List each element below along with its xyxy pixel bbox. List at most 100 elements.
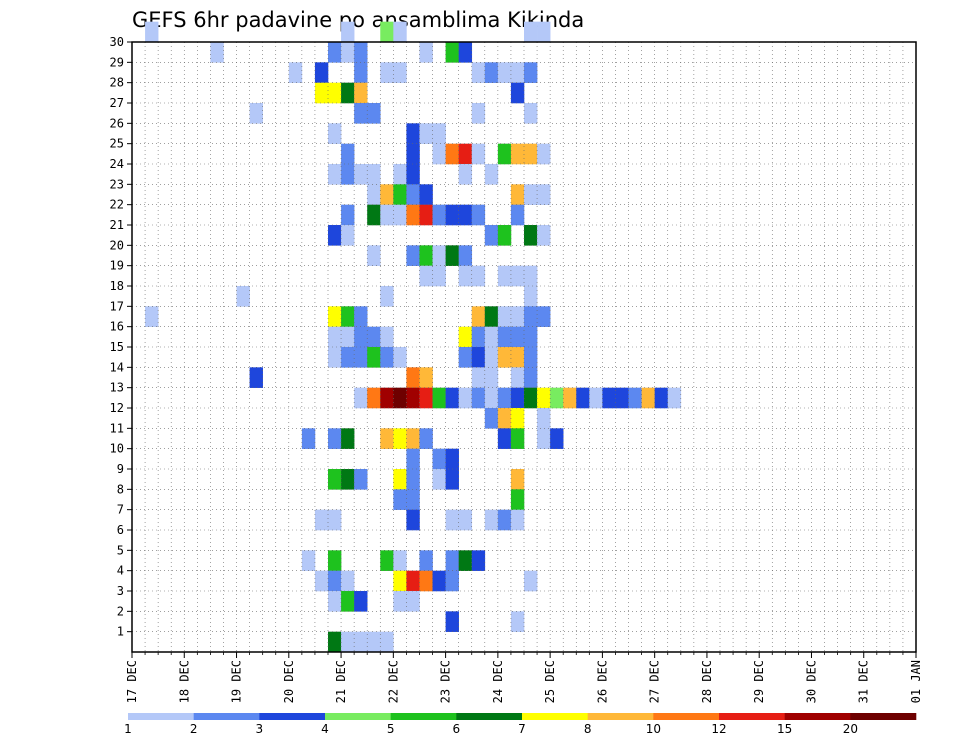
- precip-cell: [471, 204, 486, 226]
- colorbar-swatch: [784, 713, 851, 720]
- precip-cell: [510, 408, 525, 429]
- precip-cell: [393, 204, 407, 226]
- precip-cell: [341, 42, 355, 63]
- precip-cell: [406, 448, 420, 470]
- grid-lines: [131, 41, 917, 652]
- precip-cell: [497, 143, 512, 165]
- y-tick-label: 17: [110, 299, 124, 313]
- precip-cell: [380, 347, 394, 368]
- y-tick-label: 22: [110, 198, 124, 212]
- colorbar-label: 4: [321, 722, 329, 736]
- precip-cell: [341, 428, 355, 449]
- precip-cell: [393, 21, 407, 43]
- precip-cell: [524, 21, 538, 43]
- y-tick-label: 5: [117, 543, 124, 557]
- precip-cell: [445, 448, 459, 470]
- precip-cell: [328, 306, 342, 327]
- precip-cell: [484, 164, 499, 185]
- precip-cell: [406, 123, 420, 144]
- precip-cell: [484, 408, 499, 429]
- precip-cell: [550, 387, 564, 409]
- precip-cell: [367, 347, 381, 368]
- precip-cell: [524, 570, 538, 592]
- precip-cell: [354, 469, 368, 490]
- precip-cell: [341, 225, 355, 246]
- precip-cell: [550, 428, 564, 449]
- precip-cell: [328, 225, 342, 246]
- y-tick-label: 29: [110, 55, 124, 69]
- precip-cell: [432, 265, 446, 287]
- chart-title: GEFS 6hr padavine po ansamblima Kikinda: [132, 8, 584, 32]
- x-axis-ticks: 17 DEC 18 DEC 19 DEC 20 DEC 21 DEC 22 DEC 23 D…: [125, 652, 923, 703]
- precip-cell: [393, 469, 407, 490]
- colorbar-swatch: [587, 713, 654, 720]
- colorbar-swatch: [128, 713, 194, 720]
- y-tick-label: 27: [110, 96, 124, 110]
- precip-cell: [328, 428, 342, 449]
- precip-cell: [341, 570, 355, 592]
- x-tick-label: 20 DEC: [282, 660, 296, 703]
- y-tick-label: 13: [110, 381, 124, 395]
- precip-cell: [328, 550, 342, 571]
- precip-cell: [458, 143, 473, 165]
- colorbar-label: 20: [843, 722, 858, 736]
- x-tick-label: 30 DEC: [804, 660, 818, 703]
- precip-cell: [458, 42, 473, 63]
- precip-cell: [354, 306, 368, 327]
- precip-cell: [249, 103, 263, 124]
- y-tick-label: 21: [110, 218, 124, 232]
- precip-cell: [419, 265, 433, 287]
- precip-cell: [510, 184, 525, 205]
- y-tick-label: 14: [110, 360, 124, 374]
- precip-cell: [354, 631, 368, 653]
- colorbar-label: 12: [711, 722, 726, 736]
- colorbar-label: 5: [387, 722, 395, 736]
- precip-cell: [393, 347, 407, 368]
- y-tick-label: 3: [117, 584, 124, 598]
- precip-cell: [419, 245, 433, 266]
- precip-cell: [341, 469, 355, 490]
- y-tick-label: 20: [110, 238, 124, 252]
- y-tick-label: 23: [110, 177, 124, 191]
- y-tick-label: 6: [117, 523, 124, 537]
- precip-cell: [419, 428, 433, 449]
- colorbar-label: 6: [453, 722, 461, 736]
- precip-cell: [380, 184, 394, 205]
- precip-cell: [458, 550, 473, 571]
- precip-cell: [367, 387, 381, 409]
- precip-cell: [484, 347, 499, 368]
- precip-cell: [432, 143, 446, 165]
- y-tick-label: 12: [110, 401, 124, 415]
- precip-cell: [524, 265, 538, 287]
- precip-cell: [393, 164, 407, 185]
- precip-cell: [537, 306, 551, 327]
- precip-cell: [537, 387, 551, 409]
- y-tick-label: 2: [117, 604, 124, 618]
- precip-cell: [471, 367, 486, 388]
- precip-cell: [367, 245, 381, 266]
- precip-cell: [510, 611, 525, 632]
- precip-cell: [406, 428, 420, 449]
- colorbar-label: 10: [646, 722, 661, 736]
- precip-cell: [406, 489, 420, 510]
- precip-cell: [524, 387, 538, 409]
- precip-cell: [393, 387, 407, 409]
- precip-cell: [497, 509, 512, 531]
- precip-cell: [524, 347, 538, 368]
- precip-cell: [314, 62, 329, 83]
- y-tick-label: 26: [110, 116, 124, 130]
- precip-cell: [537, 225, 551, 246]
- precip-cell: [484, 367, 499, 388]
- precip-cell: [341, 326, 355, 348]
- precip-cell: [328, 631, 342, 653]
- colorbar-swatch: [456, 713, 523, 720]
- precip-cell: [432, 387, 446, 409]
- y-axis-ticks: 1234567891011121314151617181920212223242…: [110, 35, 132, 639]
- precip-cell: [406, 184, 420, 205]
- colorbar-swatch: [522, 713, 588, 720]
- y-tick-label: 9: [117, 462, 124, 476]
- precip-cell: [510, 143, 525, 165]
- precip-cell: [537, 143, 551, 165]
- precip-cell: [510, 204, 525, 226]
- precip-cell: [445, 245, 459, 266]
